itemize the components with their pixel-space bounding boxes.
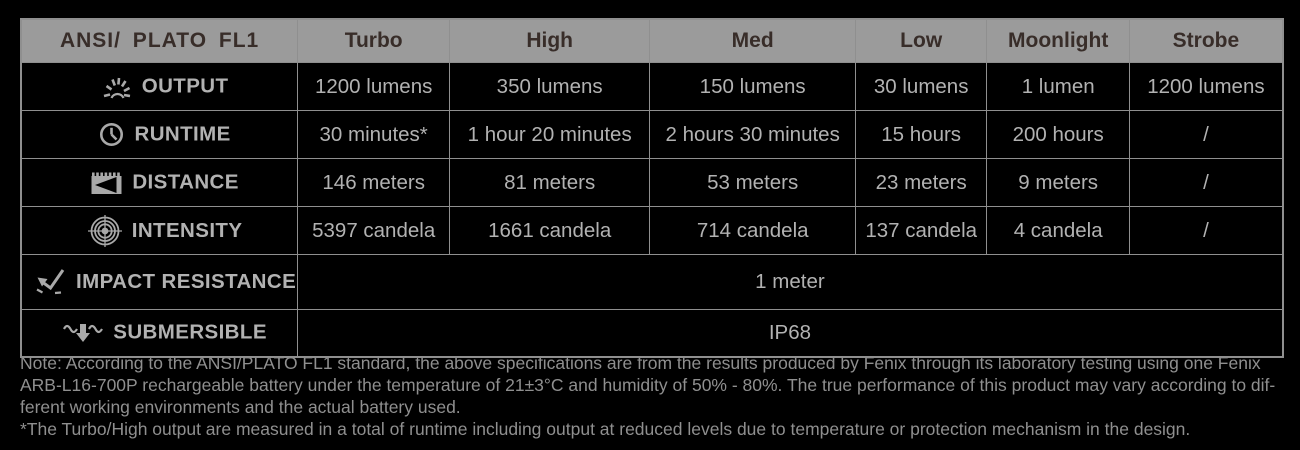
spec-cell: 2 hours 30 minutes [649, 110, 857, 159]
impact-resistance-value-cell: 1 meter [297, 254, 1284, 310]
spec-cell: 30 minutes* [297, 110, 451, 159]
row-label-text: DISTANCE [132, 170, 239, 194]
spec-cell: 146 meters [297, 158, 451, 207]
intensity-target-icon [87, 214, 122, 247]
spec-cell: / [1129, 110, 1284, 159]
row-label-text: RUNTIME [134, 122, 231, 146]
spec-cell: 714 candela [649, 206, 857, 255]
spec-cell: 1200 lumens [1129, 62, 1284, 111]
spec-table-container: ANSI/ PLATO FL1 Turbo High Med Low Moonl… [20, 18, 1284, 358]
table-row-runtime: RUNTIME 30 minutes* 1 hour 20 minutes 2 … [20, 110, 1284, 159]
header-cell-ansi-plato-fl1: ANSI/ PLATO FL1 [20, 18, 299, 63]
spec-cell: 4 candela [986, 206, 1131, 255]
spec-cell: 81 meters [449, 158, 651, 207]
row-label-impact-resistance: IMPACT RESISTANCE [20, 254, 299, 310]
spec-cell: 1 hour 20 minutes [449, 110, 651, 159]
spec-cell: 5397 candela [297, 206, 451, 255]
ansi-fl1-spec-table: ANSI/ PLATO FL1 Turbo High Med Low Moonl… [20, 18, 1284, 358]
table-row-distance: DISTANCE 146 meters 81 meters 53 meters … [20, 158, 1284, 207]
row-label-text: SUBMERSIBLE [113, 321, 267, 345]
row-label-intensity: INTENSITY [20, 206, 299, 255]
spec-cell: 9 meters [986, 158, 1131, 207]
spec-cell: 15 hours [855, 110, 988, 159]
table-row-output: OUTPUT 1200 lumens 350 lumens 150 lumens… [20, 62, 1284, 111]
header-cell-high: High [449, 18, 651, 63]
header-cell-low: Low [855, 18, 988, 63]
spec-cell: 200 hours [986, 110, 1131, 159]
clock-icon [99, 122, 124, 147]
note-line: ferent working environments and the actu… [20, 397, 461, 417]
spec-cell: / [1129, 206, 1284, 255]
row-label-output: OUTPUT [20, 62, 299, 111]
light-output-icon [102, 75, 132, 99]
header-cell-moonlight: Moonlight [986, 18, 1131, 63]
row-label-runtime: RUNTIME [20, 110, 299, 159]
header-cell-strobe: Strobe [1129, 18, 1284, 63]
spec-cell: 350 lumens [449, 62, 651, 111]
header-cell-turbo: Turbo [297, 18, 451, 63]
note-text: Note: According to the ANSI/PLATO FL1 st… [20, 352, 1282, 440]
beam-distance-icon [91, 171, 122, 195]
table-row-intensity: INTENSITY 5397 candela 1661 candela 714 … [20, 206, 1284, 255]
spec-cell: 1 lumen [986, 62, 1131, 111]
row-label-text: OUTPUT [141, 74, 229, 98]
spec-cell: 1661 candela [449, 206, 651, 255]
note-line: Note: According to the ANSI/PLATO FL1 st… [20, 353, 1261, 373]
impact-arrow-icon [34, 268, 66, 296]
row-label-text: IMPACT RESISTANCE [76, 270, 297, 293]
spec-cell: 1200 lumens [297, 62, 451, 111]
table-row-impact-resistance: IMPACT RESISTANCE 1 meter [20, 254, 1284, 310]
spec-cell: 150 lumens [649, 62, 857, 111]
submersible-value-cell: IP68 [297, 309, 1284, 358]
row-label-distance: DISTANCE [20, 158, 299, 207]
row-label-submersible: SUBMERSIBLE [20, 309, 299, 358]
spec-cell: / [1129, 158, 1284, 207]
spec-cell: 23 meters [855, 158, 988, 207]
submersible-waves-icon [63, 321, 104, 346]
note-line: *The Turbo/High output are measured in a… [20, 419, 1191, 439]
table-row-submersible: SUBMERSIBLE IP68 [20, 309, 1284, 358]
header-cell-med: Med [649, 18, 857, 63]
spec-cell: 53 meters [649, 158, 857, 207]
note-line: ARB-L16-700P rechargeable battery under … [20, 375, 1276, 395]
header-row: ANSI/ PLATO FL1 Turbo High Med Low Moonl… [20, 18, 1284, 63]
spec-cell: 137 candela [855, 206, 988, 255]
row-label-text: INTENSITY [131, 218, 243, 242]
spec-cell: 30 lumens [855, 62, 988, 111]
